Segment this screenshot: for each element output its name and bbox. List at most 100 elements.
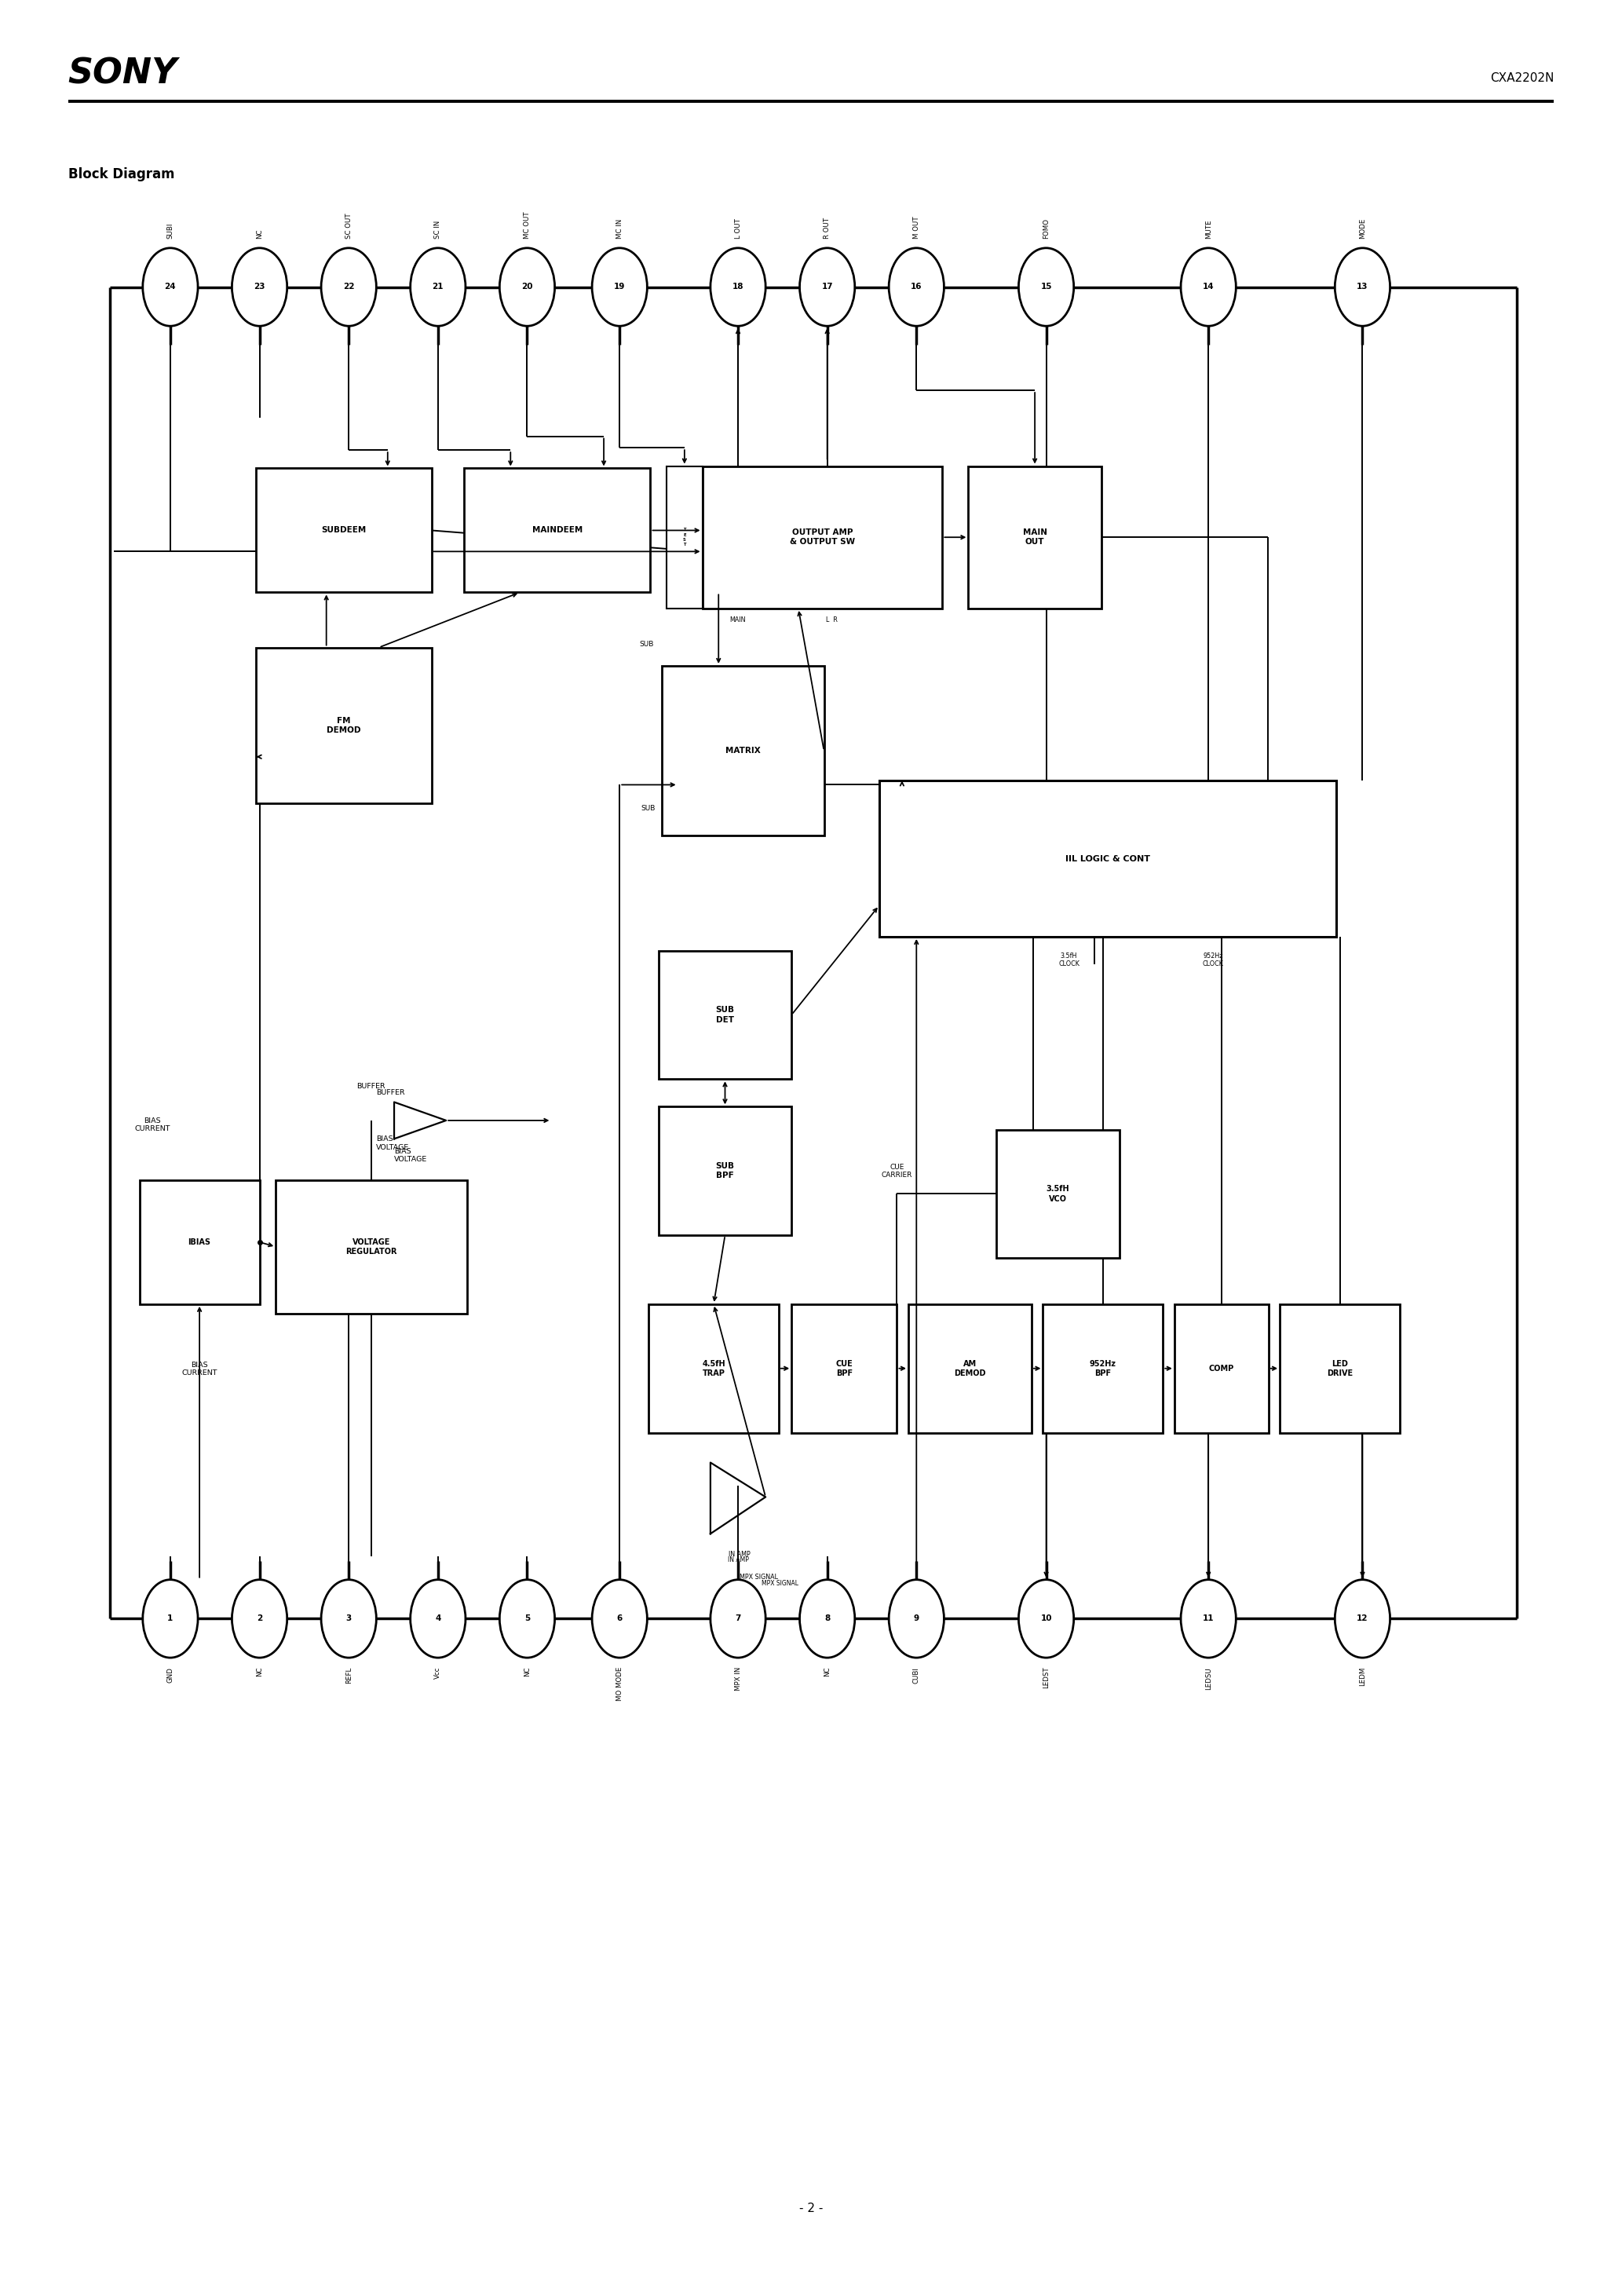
Bar bbox=[879, 781, 1337, 937]
Circle shape bbox=[500, 1580, 555, 1658]
Text: IBIAS: IBIAS bbox=[188, 1238, 211, 1247]
Text: 14: 14 bbox=[1202, 282, 1215, 292]
Text: Vcc: Vcc bbox=[435, 1667, 441, 1678]
Text: 952Hz
BPF: 952Hz BPF bbox=[1090, 1359, 1116, 1378]
Text: FOMO: FOMO bbox=[1043, 218, 1049, 239]
Text: 21: 21 bbox=[431, 282, 444, 292]
Circle shape bbox=[592, 248, 647, 326]
Bar bbox=[1043, 1304, 1163, 1433]
Bar bbox=[256, 647, 431, 804]
Circle shape bbox=[710, 1580, 766, 1658]
Circle shape bbox=[800, 248, 855, 326]
Text: SUB: SUB bbox=[641, 804, 655, 813]
Text: 3: 3 bbox=[345, 1614, 352, 1623]
Text: 24: 24 bbox=[164, 282, 177, 292]
Circle shape bbox=[889, 1580, 944, 1658]
Circle shape bbox=[800, 1580, 855, 1658]
Circle shape bbox=[500, 248, 555, 326]
Text: 7: 7 bbox=[735, 1614, 741, 1623]
Text: 22: 22 bbox=[342, 282, 355, 292]
Bar bbox=[996, 1130, 1119, 1258]
Text: NC: NC bbox=[524, 1667, 530, 1676]
Text: CUE
BPF: CUE BPF bbox=[835, 1359, 853, 1378]
Text: SUB: SUB bbox=[639, 641, 654, 647]
Text: SUBI: SUBI bbox=[167, 223, 174, 239]
Text: CUE
CARRIER: CUE CARRIER bbox=[881, 1164, 913, 1178]
Bar bbox=[702, 466, 942, 608]
Text: 16: 16 bbox=[910, 282, 923, 292]
Text: 20: 20 bbox=[521, 282, 534, 292]
Text: SUB
DET: SUB DET bbox=[715, 1006, 735, 1024]
Bar bbox=[968, 466, 1101, 608]
Text: 3.5fH
CLOCK: 3.5fH CLOCK bbox=[1058, 953, 1080, 967]
Bar bbox=[464, 468, 650, 592]
Circle shape bbox=[143, 248, 198, 326]
Text: BIAS
VOLTAGE: BIAS VOLTAGE bbox=[394, 1148, 427, 1164]
Text: 952Hz
CLOCK: 952Hz CLOCK bbox=[1202, 953, 1225, 967]
Text: 17: 17 bbox=[821, 282, 834, 292]
Circle shape bbox=[410, 248, 466, 326]
Circle shape bbox=[1181, 1580, 1236, 1658]
Circle shape bbox=[592, 1580, 647, 1658]
Bar bbox=[662, 666, 824, 836]
Text: T
E
S
T: T E S T bbox=[683, 528, 686, 546]
Text: 11: 11 bbox=[1202, 1614, 1215, 1623]
Text: VOLTAGE
REGULATOR: VOLTAGE REGULATOR bbox=[345, 1238, 397, 1256]
Text: MPX SIGNAL: MPX SIGNAL bbox=[762, 1580, 798, 1587]
Text: CXA2202N: CXA2202N bbox=[1491, 71, 1554, 85]
Text: MO MODE: MO MODE bbox=[616, 1667, 623, 1701]
Text: 10: 10 bbox=[1040, 1614, 1053, 1623]
Text: SC IN: SC IN bbox=[435, 220, 441, 239]
Text: BIAS
CURRENT: BIAS CURRENT bbox=[182, 1362, 217, 1378]
Bar bbox=[659, 1107, 792, 1235]
Bar bbox=[1280, 1304, 1400, 1433]
Bar bbox=[659, 951, 792, 1079]
Text: MATRIX: MATRIX bbox=[725, 746, 761, 755]
Circle shape bbox=[1019, 248, 1074, 326]
Text: 12: 12 bbox=[1356, 1614, 1369, 1623]
Text: MC OUT: MC OUT bbox=[524, 211, 530, 239]
Text: 4.5fH
TRAP: 4.5fH TRAP bbox=[702, 1359, 725, 1378]
Text: 5: 5 bbox=[524, 1614, 530, 1623]
Text: MAIN
OUT: MAIN OUT bbox=[1022, 528, 1048, 546]
Circle shape bbox=[410, 1580, 466, 1658]
Text: BIAS
CURRENT: BIAS CURRENT bbox=[135, 1118, 170, 1132]
Text: 15: 15 bbox=[1040, 282, 1053, 292]
Text: 6: 6 bbox=[616, 1614, 623, 1623]
Text: CUBI: CUBI bbox=[913, 1667, 920, 1683]
Text: OUTPUT AMP
& OUTPUT SW: OUTPUT AMP & OUTPUT SW bbox=[790, 528, 855, 546]
Text: L OUT: L OUT bbox=[735, 218, 741, 239]
Text: IN AMP: IN AMP bbox=[727, 1557, 749, 1564]
Text: MAIN: MAIN bbox=[730, 615, 746, 625]
Circle shape bbox=[1181, 248, 1236, 326]
Text: L  R: L R bbox=[826, 615, 839, 625]
Circle shape bbox=[321, 1580, 376, 1658]
Circle shape bbox=[321, 248, 376, 326]
Bar bbox=[667, 466, 702, 608]
Text: GND: GND bbox=[167, 1667, 174, 1683]
Text: 3.5fH
VCO: 3.5fH VCO bbox=[1046, 1185, 1069, 1203]
Circle shape bbox=[889, 248, 944, 326]
Bar bbox=[276, 1180, 467, 1313]
Circle shape bbox=[1335, 1580, 1390, 1658]
Text: MPX IN: MPX IN bbox=[735, 1667, 741, 1690]
Text: REFL: REFL bbox=[345, 1667, 352, 1683]
Text: MAINDEEM: MAINDEEM bbox=[532, 526, 582, 535]
Text: NC: NC bbox=[824, 1667, 830, 1676]
Text: 13: 13 bbox=[1356, 282, 1369, 292]
Text: MODE: MODE bbox=[1359, 218, 1366, 239]
Text: MC IN: MC IN bbox=[616, 218, 623, 239]
Text: NC: NC bbox=[256, 230, 263, 239]
Text: M OUT: M OUT bbox=[913, 216, 920, 239]
Text: - 2 -: - 2 - bbox=[800, 2202, 822, 2216]
Bar bbox=[139, 1180, 260, 1304]
Circle shape bbox=[232, 248, 287, 326]
Text: NC: NC bbox=[256, 1667, 263, 1676]
Text: BUFFER: BUFFER bbox=[376, 1088, 406, 1097]
Text: BUFFER: BUFFER bbox=[357, 1081, 386, 1091]
Text: Block Diagram: Block Diagram bbox=[68, 168, 175, 181]
Bar bbox=[792, 1304, 897, 1433]
Text: 1: 1 bbox=[167, 1614, 174, 1623]
Circle shape bbox=[710, 248, 766, 326]
Bar bbox=[1174, 1304, 1268, 1433]
